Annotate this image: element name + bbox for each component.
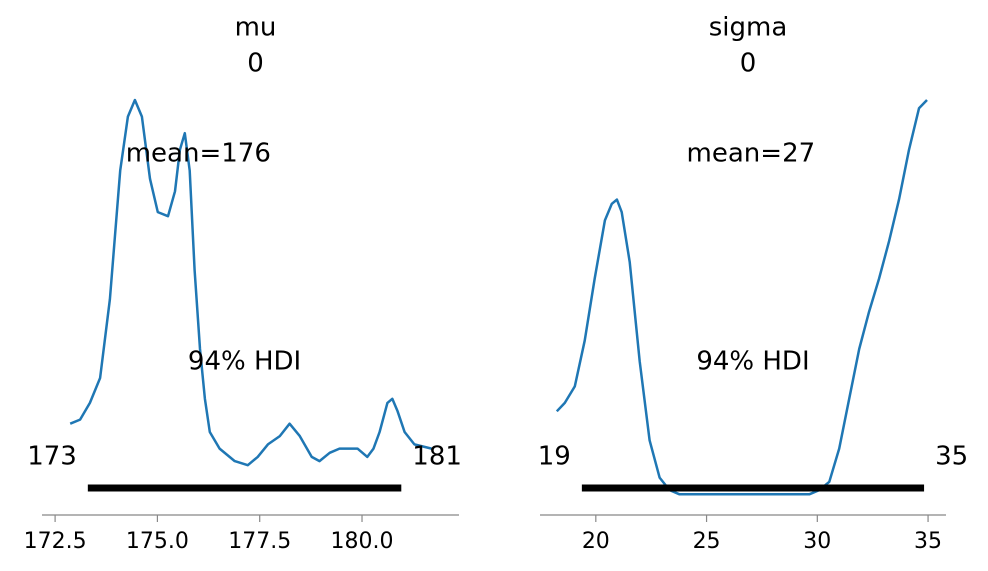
x-tick-label: 180.0 [331,529,394,554]
hdi-label: 94% HDI [188,347,301,377]
density-line [555,99,928,496]
x-tick-label: 35 [914,529,942,554]
x-tick-label: 30 [803,529,831,554]
x-tick-label: 175.0 [126,529,189,554]
mean-label: mean=27 [687,139,816,169]
density-line [69,98,432,467]
panel-title: mu [235,13,277,43]
x-tick-label: 177.5 [228,529,291,554]
hdi-lower-label: 173 [27,442,77,472]
x-tick-label: 172.5 [24,529,87,554]
panel-title: sigma [709,13,788,43]
hdi-label: 94% HDI [696,347,809,377]
panel-subtitle: 0 [740,49,757,79]
hdi-upper-label: 181 [412,442,462,472]
hdi-upper-label: 35 [935,442,968,472]
panel-subtitle: 0 [247,49,264,79]
hdi-lower-label: 19 [538,442,571,472]
x-tick-label: 25 [693,529,721,554]
mean-label: mean=176 [126,139,271,169]
x-tick-label: 20 [582,529,610,554]
